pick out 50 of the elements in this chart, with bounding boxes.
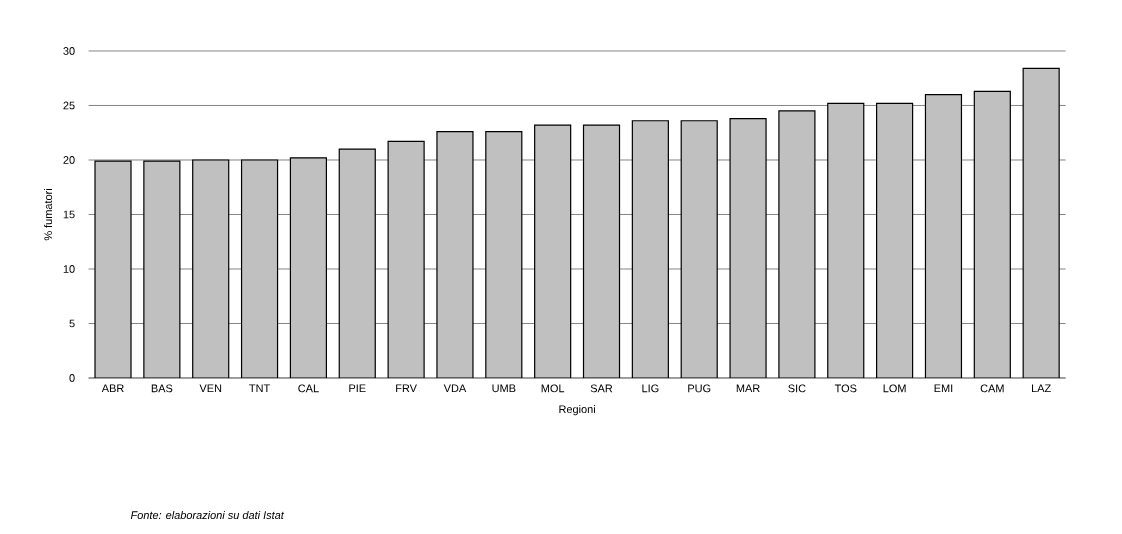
bar [730, 118, 767, 378]
x-tick-label: LAZ [1032, 384, 1051, 393]
bar [827, 103, 864, 378]
x-tick-label: VDA [443, 384, 467, 393]
y-tick-label: 30 [63, 47, 75, 55]
bar [583, 125, 620, 378]
x-tick-label: UMB [492, 384, 516, 393]
bar [95, 161, 132, 378]
x-tick-label: ABR [101, 384, 124, 393]
x-tick-label: CAM [980, 384, 1004, 393]
bar [681, 120, 718, 378]
x-tick-label: MAR [736, 384, 760, 393]
bar [632, 120, 669, 378]
y-tick-label: 5 [69, 319, 75, 328]
x-tick-label: LIG [642, 384, 659, 393]
bar [1022, 67, 1060, 378]
bar [974, 91, 1011, 378]
bar [339, 149, 376, 378]
x-tick-label: PIE [349, 384, 366, 393]
y-tick-label: 20 [63, 156, 75, 164]
x-tick-label: PUG [688, 384, 711, 393]
x-tick-label: SIC [788, 384, 806, 393]
bar [143, 161, 180, 378]
x-tick-label: TNT [249, 384, 270, 393]
x-tick-label: LOM [883, 384, 906, 393]
x-tick-label: FRV [396, 384, 417, 393]
x-axis-title: Regioni [559, 405, 595, 416]
y-tick-label: 25 [63, 101, 75, 110]
bar [436, 131, 473, 378]
bar [388, 141, 425, 378]
bar [534, 125, 571, 378]
bar [876, 103, 913, 378]
bar [241, 159, 278, 378]
y-tick-label: 0 [69, 374, 75, 382]
source-note: Fonte: elaborazioni su dati Istat [130, 510, 285, 520]
bar [485, 131, 522, 378]
y-tick-label: 10 [63, 265, 75, 273]
x-tick-label: CAL [298, 384, 319, 393]
x-tick-label: SAR [590, 384, 613, 393]
x-tick-label: EMI [934, 384, 953, 393]
x-tick-label: MOL [541, 384, 565, 393]
bar [778, 110, 815, 378]
x-tick-label: VEN [199, 384, 222, 393]
bar [925, 94, 962, 378]
y-axis-title: % fumatori [44, 189, 53, 241]
x-tick-label: BAS [151, 384, 173, 393]
y-tick-label: 15 [63, 210, 75, 219]
bar [290, 157, 327, 378]
bar [192, 159, 229, 378]
x-tick-label: TOS [834, 384, 857, 393]
